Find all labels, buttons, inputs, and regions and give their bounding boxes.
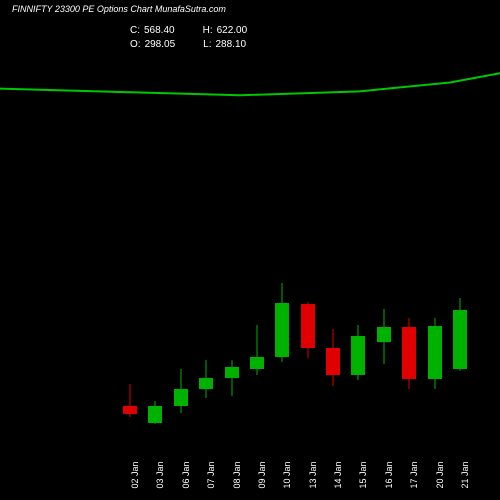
candlestick bbox=[453, 0, 467, 500]
candle-wick bbox=[231, 360, 232, 396]
x-axis-label: 06 Jan bbox=[181, 461, 191, 488]
x-axis-label: 10 Jan bbox=[282, 461, 292, 488]
candle-body bbox=[377, 327, 391, 342]
x-axis-label: 21 Jan bbox=[460, 461, 470, 488]
candle-body bbox=[428, 326, 442, 379]
candle-body bbox=[148, 406, 162, 423]
candle-body bbox=[275, 303, 289, 357]
candlestick bbox=[174, 0, 188, 500]
chart-container: FINNIFTY 23300 PE Options Chart MunafaSu… bbox=[0, 0, 500, 500]
candlestick bbox=[377, 0, 391, 500]
x-axis-label: 09 Jan bbox=[257, 461, 267, 488]
x-axis-label: 02 Jan bbox=[130, 461, 140, 488]
candlestick bbox=[123, 0, 137, 500]
candlestick bbox=[250, 0, 264, 500]
candlestick bbox=[225, 0, 239, 500]
x-axis-label: 16 Jan bbox=[384, 461, 394, 488]
x-axis-label: 20 Jan bbox=[435, 461, 445, 488]
candle-body bbox=[123, 406, 137, 414]
candlestick bbox=[428, 0, 442, 500]
candlestick bbox=[351, 0, 365, 500]
candlestick bbox=[301, 0, 315, 500]
x-axis-label: 08 Jan bbox=[232, 461, 242, 488]
candlestick bbox=[148, 0, 162, 500]
candlestick bbox=[326, 0, 340, 500]
candle-body bbox=[174, 389, 188, 407]
x-axis-label: 03 Jan bbox=[155, 461, 165, 488]
x-axis-label: 13 Jan bbox=[308, 461, 318, 488]
candle-body bbox=[250, 357, 264, 369]
candle-body bbox=[225, 367, 239, 378]
candle-body bbox=[301, 304, 315, 348]
candle-body bbox=[402, 327, 416, 379]
candle-body bbox=[199, 378, 213, 389]
x-axis-label: 07 Jan bbox=[206, 461, 216, 488]
candlestick bbox=[402, 0, 416, 500]
candle-area bbox=[0, 0, 500, 500]
x-axis-label: 14 Jan bbox=[333, 461, 343, 488]
candlestick bbox=[199, 0, 213, 500]
candle-body bbox=[453, 310, 467, 370]
candlestick bbox=[275, 0, 289, 500]
candle-body bbox=[351, 336, 365, 376]
candle-body bbox=[326, 348, 340, 376]
x-axis-label: 17 Jan bbox=[409, 461, 419, 488]
x-axis-label: 15 Jan bbox=[358, 461, 368, 488]
